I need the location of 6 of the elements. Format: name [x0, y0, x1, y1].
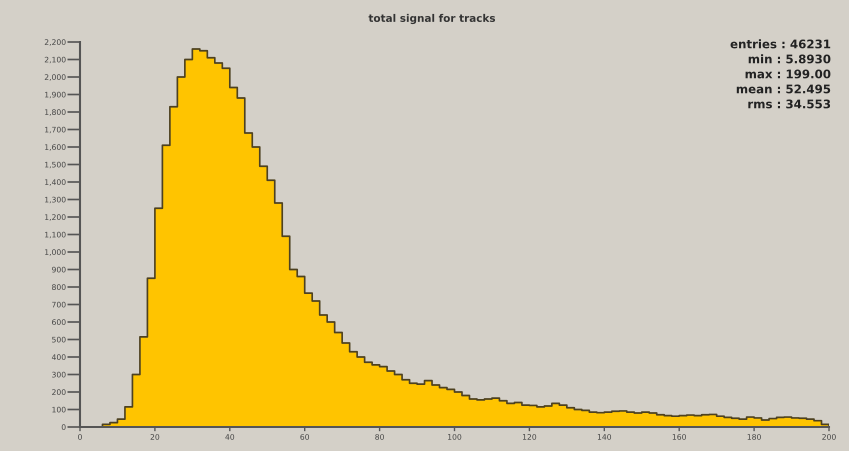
annotation: rms : 34.553 [748, 99, 830, 108]
annotation: max : 199.00 [746, 69, 830, 78]
annotation: min : 5.8930 [748, 54, 830, 64]
annotation: entries : 46231 [730, 39, 830, 48]
annotation: mean : 52.495 [736, 84, 830, 94]
chart-title: total signal for tracks [368, 14, 496, 24]
